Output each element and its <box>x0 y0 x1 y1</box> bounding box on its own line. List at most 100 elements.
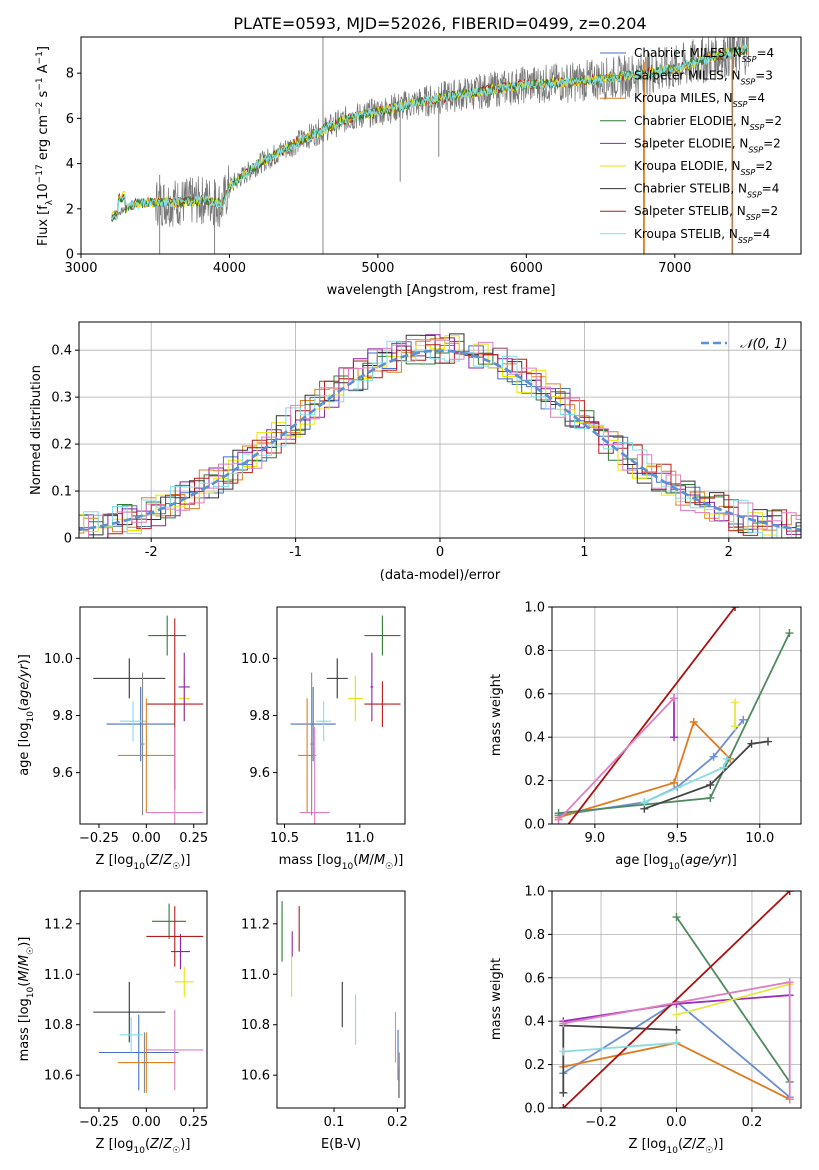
y-tick-label: 9.8 <box>249 709 270 724</box>
label-part: Z <box>149 853 160 868</box>
y-tick-label: 11.0 <box>241 968 270 983</box>
mass-z-x-axis-label: Z [log10(Z/Z☉)] <box>96 1137 191 1156</box>
label-part: M <box>374 853 385 868</box>
weight-z-y-axis-label: mass weight <box>489 958 504 1040</box>
axes-frame <box>276 606 406 825</box>
y-tick-label: 0.0 <box>524 1102 545 1117</box>
y-tick-label: 0.2 <box>524 774 545 789</box>
label-part: ( <box>145 853 150 868</box>
label-part: )] <box>393 853 403 868</box>
legend-entry: Salpeter MILES, NSSP=3 <box>634 69 773 87</box>
x-tick-label: 7000 <box>658 261 691 276</box>
y-tick-label: 0.1 <box>51 485 72 500</box>
mass_vs_ebv-plot <box>281 901 400 1098</box>
label-part: ( <box>17 706 32 711</box>
y-tick-label: 4 <box>66 157 74 172</box>
legend-text: Kroupa MILES, N <box>634 91 733 105</box>
residual-histogram-salpeter_stelib <box>79 344 801 538</box>
label-part: 10 <box>26 986 36 998</box>
y-tick-label: 11.2 <box>44 917 73 932</box>
label-part: Z <box>162 1137 173 1152</box>
weight-point-marker <box>747 739 756 748</box>
weight-point-marker <box>719 763 728 772</box>
weight-point-marker <box>670 733 679 742</box>
x-tick-label: 9.5 <box>667 831 688 846</box>
age-y-axis-label: age [log10(age/yr)] <box>17 654 36 776</box>
label-part: Normed distribution <box>29 365 44 495</box>
legend-text: =4 <box>762 182 780 196</box>
label-part: M <box>17 970 32 981</box>
label-part: Z <box>162 853 173 868</box>
x-tick-label: -1 <box>289 545 302 560</box>
label-part: ☉ <box>172 862 180 872</box>
spectrum-y-axis-label: Flux [fλ10−17 erg cm−2 s−1 A−1] <box>35 46 55 246</box>
legend-text: =4 <box>756 46 774 60</box>
weight-point-marker <box>672 1038 681 1047</box>
y-tick-label: 1.0 <box>524 601 545 616</box>
axes-mass_vs_Z: −0.25 0.00 0.25 10.6 10.8 11.0 11.2 <box>44 917 208 1130</box>
weight-point-marker <box>706 780 715 789</box>
weight-point-marker <box>670 778 679 787</box>
label-part: ☉ <box>705 1146 713 1156</box>
weight-point-marker <box>731 698 740 707</box>
label-part: −2 <box>35 102 45 115</box>
residual-x-axis-label: (data-model)/error <box>380 568 501 583</box>
label-part: λ <box>45 199 55 205</box>
age_vs_Z-plot <box>93 615 204 824</box>
weight-point-marker <box>559 1047 568 1056</box>
x-tick-label: 0.00 <box>132 831 161 846</box>
weight-series-line <box>563 1042 677 1053</box>
x-tick-label: 0 <box>436 545 444 560</box>
weight_vs_age-plot <box>554 607 794 824</box>
legend-text: Kroupa ELODIE, N <box>634 159 741 173</box>
label-part: ☉ <box>26 947 36 955</box>
weight-point-marker <box>785 1095 794 1104</box>
model-spectrum-kroupa_stelib <box>110 43 749 221</box>
weight-point-marker <box>709 752 718 761</box>
label-part: )] <box>17 937 32 947</box>
legend-entry: Kroupa ELODIE, NSSP=2 <box>634 159 773 177</box>
label-part: ( <box>678 1137 683 1152</box>
legend-text: =3 <box>755 69 773 83</box>
weight-series-line <box>567 607 736 824</box>
legend-sub: SSP <box>733 100 748 109</box>
legend-text: =2 <box>755 159 773 173</box>
legend-entry: Salpeter ELODIE, NSSP=2 <box>634 136 781 154</box>
legend-sub: SSP <box>741 168 756 177</box>
y-tick-label: 0 <box>64 532 72 547</box>
label-part: age/yr <box>685 853 728 868</box>
label-part: mass weight <box>489 958 504 1040</box>
label-part: )] <box>713 1137 723 1152</box>
axes-frame <box>276 890 406 1109</box>
y-tick-label: 9.8 <box>52 709 73 724</box>
y-tick-label: 0.0 <box>524 818 545 833</box>
label-part: / <box>159 853 164 868</box>
legend-entry: Chabrier STELIB, NSSP=4 <box>634 182 779 200</box>
weight_vs_Z-plot <box>559 891 794 1108</box>
weight-point-marker <box>785 978 794 987</box>
y-tick-label: 11.2 <box>241 917 270 932</box>
label-part: )] <box>180 1137 190 1152</box>
weight-series-line <box>562 891 791 1108</box>
age-mass-x-axis-label: mass [log10(M/M☉)] <box>279 853 404 872</box>
y-tick-label: 0.6 <box>524 687 545 702</box>
mass-ebv-x-axis-label: E(B-V) <box>321 1137 361 1152</box>
weight-point-marker <box>785 891 794 895</box>
axes-age_vs_mass: 10.5 11.0 9.6 9.8 10.0 <box>241 652 374 846</box>
label-part: Z [log <box>96 853 134 868</box>
label-part: age [log <box>17 723 32 776</box>
legend-entry: Kroupa STELIB, NSSP=4 <box>634 227 770 245</box>
figure-title: PLATE=0593, MJD=52026, FIBERID=0499, z=0… <box>233 14 646 33</box>
axes-frame <box>79 606 208 825</box>
weight-point-marker <box>764 737 773 746</box>
x-tick-label: 11.0 <box>345 831 374 846</box>
x-tick-label: 5000 <box>361 261 394 276</box>
age_vs_mass-plot <box>290 615 401 824</box>
legend-entry: Salpeter STELIB, NSSP=2 <box>634 204 778 222</box>
label-part: ( <box>145 1137 150 1152</box>
legend-text: =2 <box>760 204 778 218</box>
x-tick-label: 0.2 <box>387 1115 408 1130</box>
legend-text: Chabrier STELIB, N <box>634 182 747 196</box>
residual-legend: 𝒩(0, 1) <box>701 337 787 352</box>
